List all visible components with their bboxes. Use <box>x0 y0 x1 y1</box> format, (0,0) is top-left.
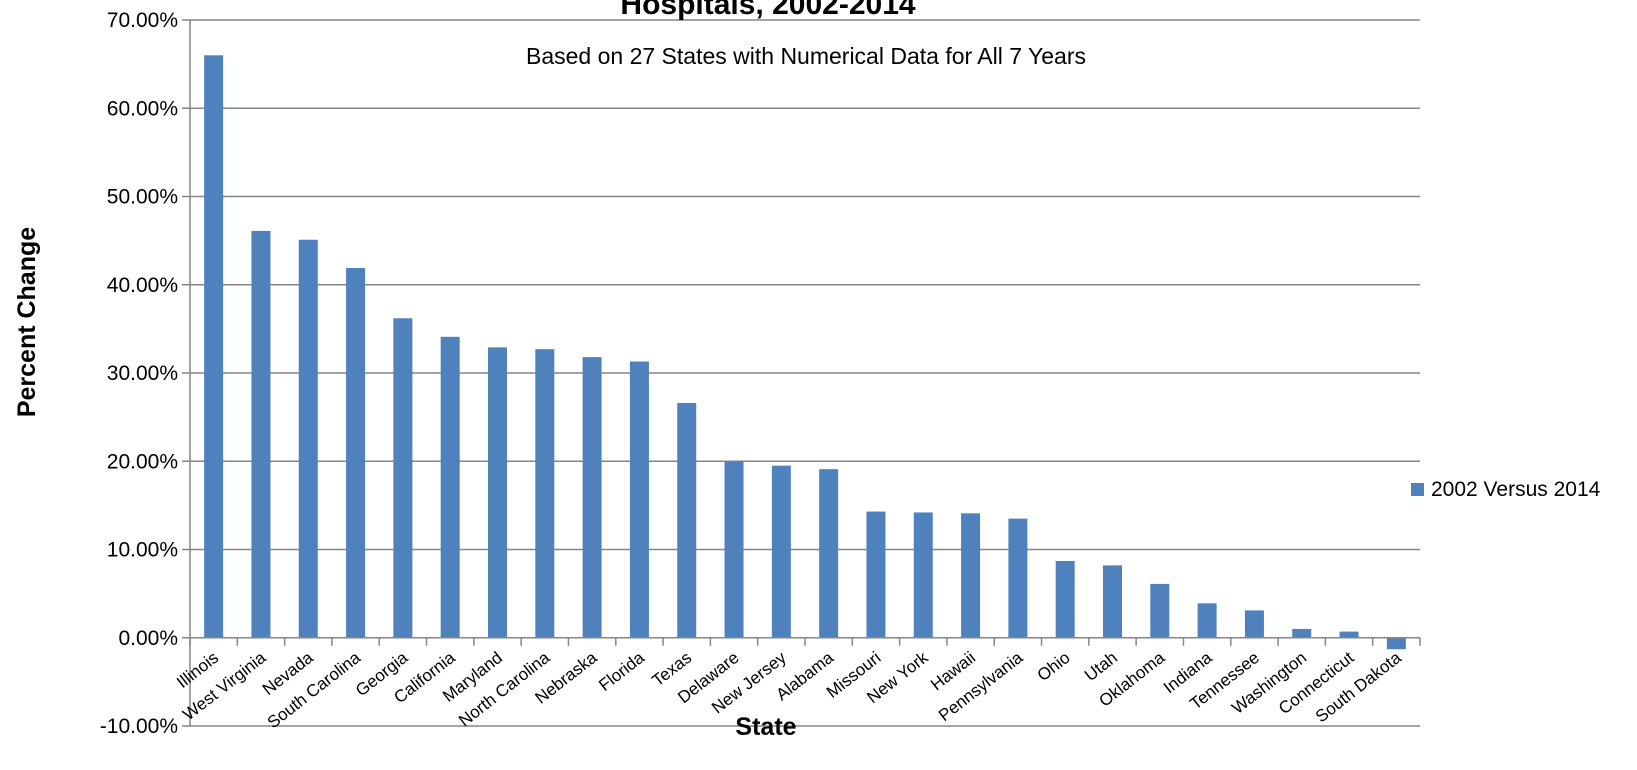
bar-tennessee <box>1244 610 1264 638</box>
gridlines <box>182 19 1420 727</box>
bar-ohio <box>1055 560 1075 638</box>
bar-washington <box>1292 628 1312 638</box>
bar-alabama <box>819 469 839 638</box>
bar-south-dakota <box>1386 637 1406 650</box>
bar-nevada <box>298 239 318 638</box>
y-tick-label: 70.00% <box>107 9 178 32</box>
bar-illinois <box>204 55 224 638</box>
bar-south-carolina <box>346 267 366 638</box>
y-tick-labels: -10.00% 0.00% 10.00% 20.00% 30.00% 40.00% 50.0… <box>100 9 178 738</box>
bar-california <box>440 336 460 638</box>
x-tick-label: West Virginia <box>179 648 270 725</box>
y-tick-label: 60.00% <box>107 97 178 120</box>
y-axis-title: Percent Change <box>13 227 41 417</box>
y-tick-label: 10.00% <box>107 539 178 562</box>
x-tick-label: Ohio <box>1034 648 1074 685</box>
y-tick-label: 20.00% <box>107 450 178 473</box>
legend-label: 2002 Versus 2014 <box>1431 478 1601 501</box>
bar-new-york <box>913 512 933 638</box>
bar-georgia <box>393 318 413 638</box>
bar-pennsylvania <box>1008 518 1028 638</box>
bar-delaware <box>724 461 744 638</box>
bar-nebraska <box>582 357 602 638</box>
y-tick-label: 30.00% <box>107 362 178 385</box>
x-tick-label: Florida <box>595 648 648 695</box>
bar-florida <box>629 361 649 638</box>
bar-series <box>204 55 1406 650</box>
legend-swatch <box>1411 483 1424 496</box>
bar-hawaii <box>961 513 981 638</box>
y-tick-label: 40.00% <box>107 274 178 297</box>
y-tick-label: 0.00% <box>118 627 178 650</box>
y-tick-label: 50.00% <box>107 186 178 209</box>
bar-new-jersey <box>771 465 791 638</box>
bar-oklahoma <box>1150 583 1170 638</box>
bar-utah <box>1103 565 1122 638</box>
bar-missouri <box>866 511 886 638</box>
bar-connecticut <box>1339 631 1359 638</box>
axes <box>189 20 1421 726</box>
chart-subtitle: Based on 27 States with Numerical Data f… <box>526 43 1086 69</box>
bar-maryland <box>488 347 507 638</box>
chart-title: Hospitals, 2002-2014 <box>620 0 915 21</box>
y-tick-label: -10.00% <box>100 715 178 738</box>
bar-indiana <box>1197 603 1217 638</box>
legend: 2002 Versus 2014 <box>1411 478 1601 501</box>
bar-west-virginia <box>251 230 271 638</box>
bar-north-carolina <box>535 349 555 638</box>
bar-texas <box>677 403 697 638</box>
x-axis-title: State <box>735 713 796 741</box>
